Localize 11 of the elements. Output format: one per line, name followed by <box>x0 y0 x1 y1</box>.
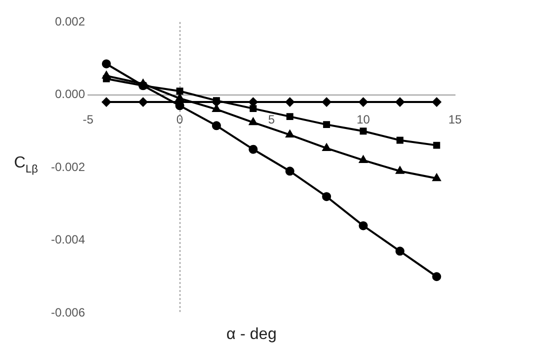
y-tick-label: -0.004 <box>50 232 86 247</box>
x-tick-label: 15 <box>448 112 462 126</box>
y-tick-label: 0.002 <box>54 14 86 28</box>
x-tick-label: 10 <box>356 112 370 126</box>
y-tick-label: 0.000 <box>54 87 86 102</box>
x-axis-title: α - deg <box>226 326 277 343</box>
x-tick-label: 0 <box>176 112 184 126</box>
y-tick-label: -0.002 <box>50 160 86 174</box>
y-tick-label: -0.006 <box>50 305 86 320</box>
x-tick-label: 5 <box>268 112 276 126</box>
x-tick-label: -5 <box>82 112 94 126</box>
